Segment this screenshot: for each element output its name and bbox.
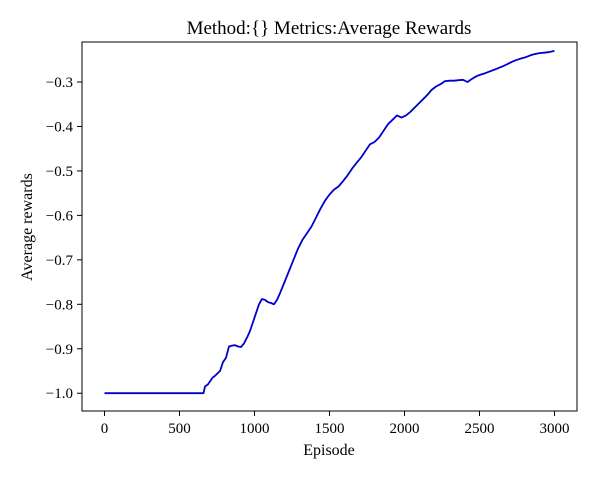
chart-title: Method:{} Metrics:Average Rewards xyxy=(187,18,472,39)
y-tick-label: −1.0 xyxy=(46,386,73,402)
x-tick-label: 1000 xyxy=(240,421,270,437)
series-line-average-rewards xyxy=(104,50,555,395)
y-tick-label: −0.4 xyxy=(46,119,74,135)
x-tick-label: 3000 xyxy=(540,421,570,437)
y-axis-label: Average rewards xyxy=(19,173,36,281)
y-axis: −1.0 −0.9 −0.8 −0.7 −0.6 −0.5 −0.4 −0.3 xyxy=(46,75,82,402)
x-axis-label: Episode xyxy=(303,442,355,459)
y-tick-label: −0.3 xyxy=(46,75,73,91)
x-tick-label: 2000 xyxy=(390,421,420,437)
x-tick-label: 0 xyxy=(101,421,109,437)
y-tick-label: −0.9 xyxy=(46,342,73,358)
x-tick-label: 500 xyxy=(168,421,191,437)
plot-frame xyxy=(81,41,578,412)
y-tick-label: −0.8 xyxy=(46,297,73,313)
x-tick-label: 2500 xyxy=(465,421,495,437)
x-axis: 0 500 1000 1500 2000 2500 3000 xyxy=(101,411,570,437)
y-tick-label: −0.7 xyxy=(46,253,74,269)
plot-area xyxy=(81,41,578,412)
x-tick-label: 1500 xyxy=(315,421,345,437)
y-tick-label: −0.5 xyxy=(46,164,73,180)
y-tick-label: −0.6 xyxy=(46,208,74,224)
